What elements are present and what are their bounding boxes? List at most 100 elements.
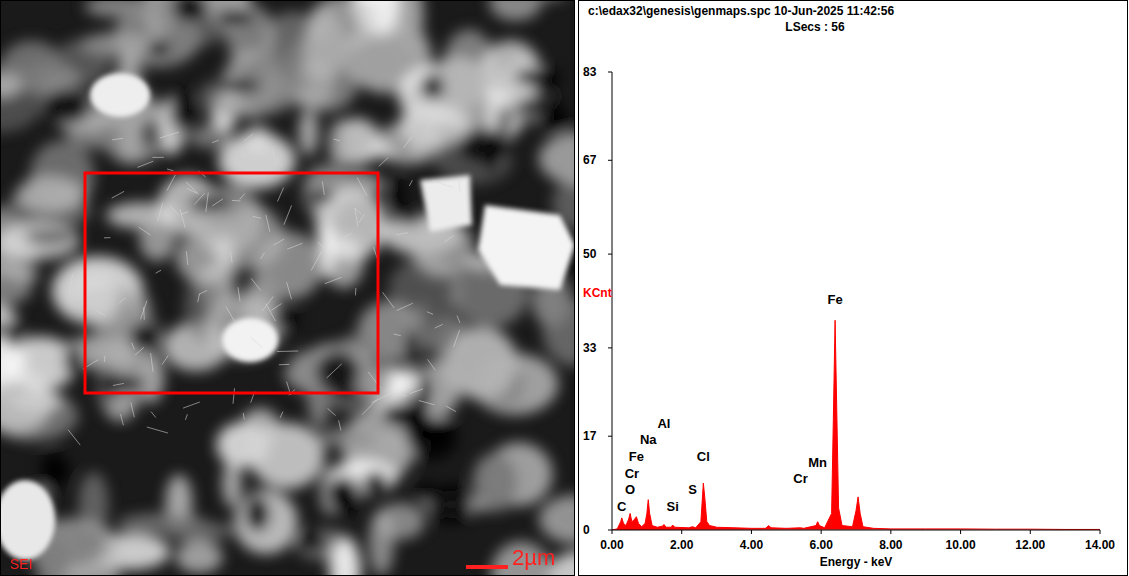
grain [329,121,348,170]
y-tick [608,347,612,348]
x-tick-label: 2.00 [670,538,694,552]
fiber [262,297,273,312]
fiber [244,134,253,142]
fiber [404,137,412,148]
grain [376,503,425,540]
fiber [212,199,223,206]
title: c:\edax32\genesis\genmaps.spc 10-Jun-202… [588,4,894,18]
fiber [238,287,240,301]
fiber [327,364,342,378]
fiber [446,406,456,412]
x-tick-label: 8.00 [879,538,903,552]
fiber [232,200,241,202]
x-tick-label: 0.00 [600,538,624,552]
grain [85,0,153,18]
fiber [119,298,125,303]
fiber [277,351,298,353]
fiber [137,161,153,167]
fiber [251,337,262,347]
fiber [280,412,283,418]
fiber [261,253,265,259]
pore [328,484,356,510]
pore [404,330,418,367]
y-tick-label: 17 [583,429,597,443]
fiber [104,237,111,238]
fiber [186,182,199,194]
pore [417,481,433,502]
y-tick-label: 67 [583,153,597,167]
fiber [427,312,433,315]
scale-bar-label: 2µm [512,545,555,570]
fiber [457,316,460,324]
peak-label: C [617,499,627,514]
spectrum [612,320,1100,530]
grain [109,138,160,165]
fiber [266,303,276,321]
pore [407,420,457,460]
peak-label: Na [640,432,657,447]
fiber [158,203,163,222]
fiber [287,243,302,249]
fiber [170,206,179,216]
fiber [199,291,207,295]
grain [0,73,22,99]
x-tick-label: 12.00 [1015,538,1045,552]
fiber [379,158,388,167]
grain [539,131,576,187]
grain [0,274,32,306]
fiber [156,270,162,273]
fiber [112,138,123,139]
grain [489,0,541,21]
fiber [311,251,322,270]
selection-box [85,173,378,393]
pore [272,309,298,328]
peak-label: Cr [793,471,807,486]
x-tick-label: 14.00 [1085,538,1115,552]
fiber [253,216,261,218]
fiber [241,154,245,158]
crystal [0,480,55,560]
crystal [222,318,278,362]
x-tick-label: 4.00 [740,538,764,552]
grain [75,275,119,319]
fiber [359,214,365,223]
subtitle: LSecs : 56 [785,20,845,34]
x-tick [751,530,752,534]
pore [6,321,25,347]
grain [216,422,269,468]
pore [42,89,90,125]
fiber [383,292,395,308]
pore [130,323,159,353]
fiber [132,343,135,350]
pore [25,232,76,243]
x-tick [612,530,613,534]
pore [429,484,473,524]
fiber [226,307,234,321]
peak-label: O [625,482,635,497]
pore [315,351,360,393]
fiber [243,413,245,420]
fiber [231,252,233,263]
y-tick [608,72,612,73]
fiber [113,383,124,385]
pore [417,371,434,411]
fiber [328,409,336,416]
spectrum-panel: c:\edax32\genesis\genmaps.spc 10-Jun-202… [579,1,1128,576]
scale-bar [466,565,508,569]
peak-label: Fe [629,449,644,464]
fiber [183,402,200,408]
peak-label: Mn [808,455,827,470]
grain [304,10,346,84]
grain [234,490,298,554]
grain [402,0,423,51]
x-tick [890,530,891,534]
fiber [409,389,423,394]
fiber [185,414,187,420]
grain [218,133,295,189]
pore [307,191,334,204]
pore [534,73,554,96]
fiber [271,304,281,311]
fiber [151,353,153,372]
grain [16,176,83,214]
x-tick [960,530,961,534]
